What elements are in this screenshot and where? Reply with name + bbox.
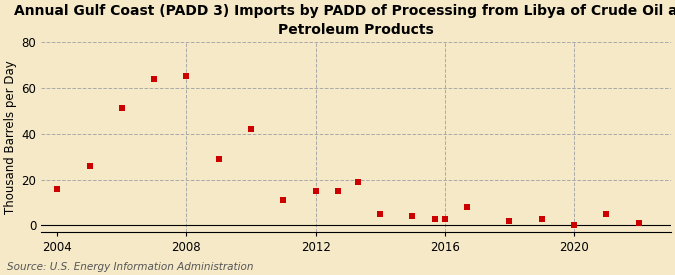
Point [568, 223, 579, 228]
Point [333, 189, 344, 193]
Point [407, 214, 418, 218]
Title: Annual Gulf Coast (PADD 3) Imports by PADD of Processing from Libya of Crude Oil: Annual Gulf Coast (PADD 3) Imports by PA… [14, 4, 675, 37]
Point [504, 219, 515, 223]
Point [116, 106, 127, 111]
Point [278, 198, 289, 202]
Point [84, 164, 95, 168]
Text: Source: U.S. Energy Information Administration: Source: U.S. Energy Information Administ… [7, 262, 253, 272]
Y-axis label: Thousand Barrels per Day: Thousand Barrels per Day [4, 60, 17, 214]
Point [148, 76, 159, 81]
Point [601, 212, 612, 216]
Point [181, 74, 192, 78]
Point [310, 189, 321, 193]
Point [52, 186, 63, 191]
Point [352, 180, 363, 184]
Point [439, 216, 450, 221]
Point [246, 127, 256, 131]
Point [213, 157, 224, 161]
Point [430, 216, 441, 221]
Point [536, 216, 547, 221]
Point [462, 205, 472, 209]
Point [375, 212, 385, 216]
Point [633, 221, 644, 225]
